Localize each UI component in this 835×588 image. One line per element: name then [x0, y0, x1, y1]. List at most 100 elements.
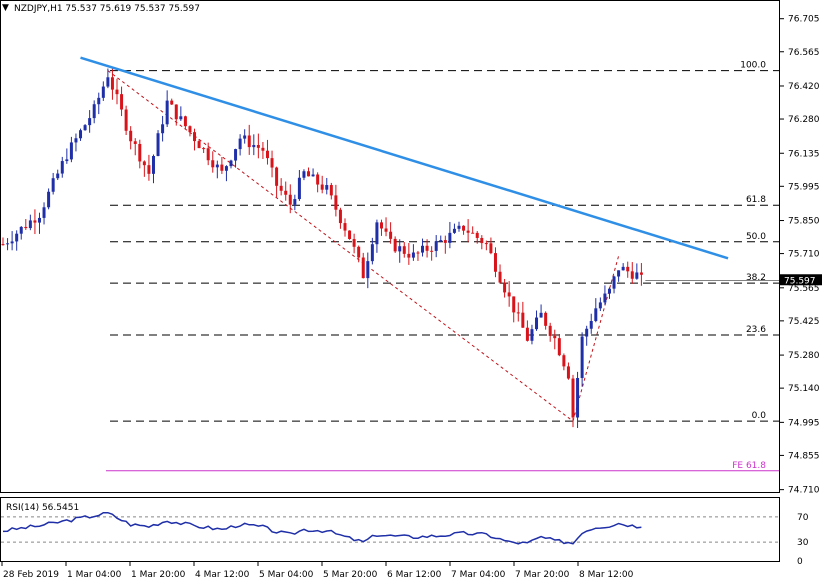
time-tick-label: 1 Mar 20:00 [131, 570, 186, 580]
candle [311, 168, 315, 177]
rsi-tick-label: 70 [797, 513, 809, 523]
candle [234, 148, 238, 168]
candle [211, 151, 215, 173]
candle [19, 226, 23, 240]
candle [60, 156, 64, 178]
candle [97, 92, 101, 115]
rsi-panel: 70 30 0 [1, 511, 809, 567]
candle [434, 235, 438, 258]
price-tick-label: 75.425 [788, 317, 820, 327]
trendline [80, 56, 729, 260]
price-tick-label: 75.140 [788, 384, 820, 394]
candle [1, 237, 5, 246]
candle [562, 353, 566, 371]
candle [535, 310, 539, 331]
candle [617, 270, 621, 282]
time-tick-label: 8 Mar 12:00 [579, 570, 634, 580]
candle [92, 100, 96, 124]
candle [28, 214, 32, 231]
candle [539, 304, 543, 318]
candle [393, 236, 397, 253]
current-price-label: 75.597 [784, 276, 816, 286]
candle [635, 263, 639, 280]
candle [357, 245, 361, 263]
candle [493, 247, 497, 278]
candle [421, 238, 425, 257]
candle [425, 239, 429, 258]
candle [626, 261, 630, 278]
candle [37, 212, 41, 234]
candle [138, 139, 142, 169]
candle [512, 296, 516, 323]
candle [120, 86, 124, 117]
candle [42, 202, 46, 225]
time-tick-label: 7 Mar 04:00 [451, 570, 506, 580]
trendline-segment[interactable] [80, 56, 729, 260]
candle [507, 281, 511, 307]
candle [553, 329, 557, 350]
candle [197, 139, 201, 149]
time-tick-label: 1 Mar 04:00 [67, 570, 122, 580]
fib-level-label: 50.0 [746, 232, 766, 242]
candle [343, 218, 347, 237]
time-tick-label: 4 Mar 12:00 [195, 570, 250, 580]
candle [115, 78, 119, 105]
symbol-header: NZDJPY,H1 75.537 75.619 75.537 75.597 [14, 4, 200, 14]
dropdown-triangle-icon[interactable]: ▼ [2, 3, 9, 13]
candle [270, 150, 274, 178]
price-tick-label: 74.855 [788, 451, 820, 461]
price-tick-label: 75.850 [788, 217, 820, 227]
candle [47, 188, 51, 210]
candle [101, 81, 105, 101]
time-tick-label: 7 Mar 20:00 [515, 570, 570, 580]
candle [256, 133, 260, 159]
candle [439, 235, 443, 243]
candle [224, 165, 228, 182]
candle [334, 184, 338, 217]
candle [129, 126, 133, 150]
candle [348, 230, 352, 240]
time-tick-label: 28 Feb 2019 [3, 570, 59, 580]
candle [188, 125, 192, 137]
candle [471, 226, 475, 234]
candle [580, 332, 584, 387]
candle [352, 233, 356, 254]
candle [548, 322, 552, 342]
candle [503, 278, 507, 298]
candle [484, 240, 488, 251]
price-tick-label: 74.710 [788, 486, 820, 496]
candle [252, 134, 256, 156]
candle [10, 231, 14, 251]
candle [247, 124, 251, 155]
candle [179, 106, 183, 121]
candle [202, 147, 206, 154]
candle [69, 136, 73, 163]
candle [389, 222, 393, 244]
candle [288, 184, 292, 214]
candle [402, 242, 406, 258]
candle [165, 90, 169, 128]
candle [142, 160, 146, 177]
candle [407, 243, 411, 265]
candle [243, 129, 247, 144]
candle [33, 209, 37, 235]
candle [284, 181, 288, 201]
fib-level-label: 0.0 [752, 411, 767, 421]
candle [489, 237, 493, 255]
candle [170, 98, 174, 105]
candle [261, 141, 265, 160]
candle [457, 221, 461, 232]
candle [589, 313, 593, 334]
candle [607, 287, 611, 299]
time-axis: 28 Feb 2019 1 Mar 04:00 1 Mar 20:00 4 Mar 1… [1, 561, 634, 580]
candle [416, 250, 420, 261]
candle [338, 207, 342, 229]
candle [151, 154, 155, 184]
candle [598, 297, 602, 311]
candle [156, 130, 160, 157]
candle [6, 238, 10, 251]
candle [521, 301, 525, 328]
candle [133, 138, 137, 156]
candle [466, 219, 470, 243]
